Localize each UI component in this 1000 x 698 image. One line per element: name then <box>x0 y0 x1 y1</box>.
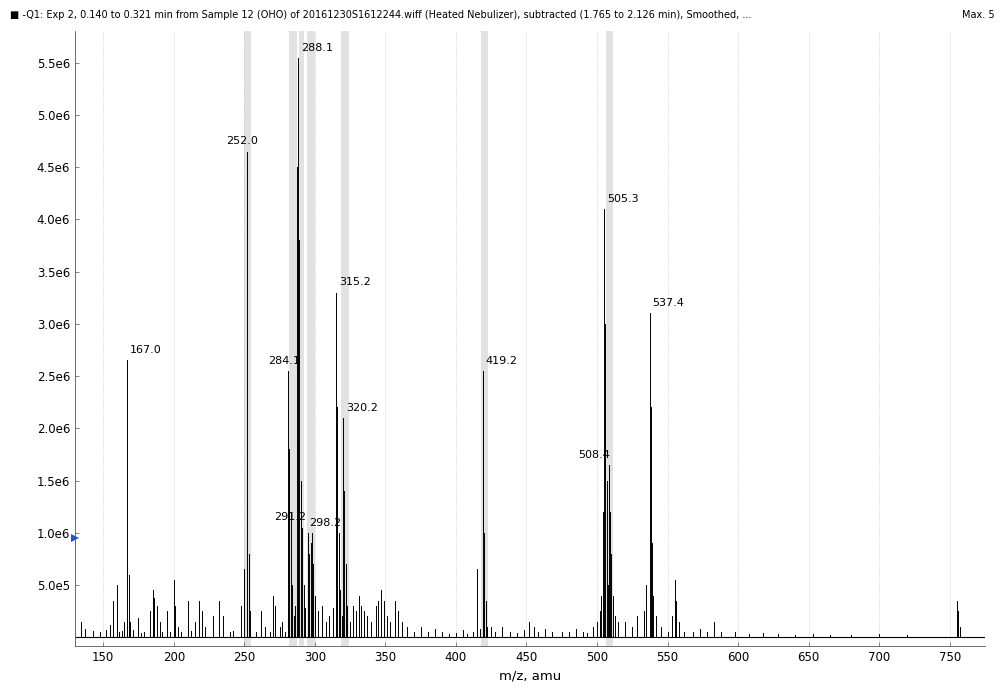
Text: 315.2: 315.2 <box>339 277 371 288</box>
Text: 537.4: 537.4 <box>653 298 684 309</box>
Text: 284.1: 284.1 <box>268 356 300 366</box>
Bar <box>299 31 304 646</box>
Bar <box>244 31 251 646</box>
Bar <box>341 31 349 646</box>
Bar <box>606 31 613 646</box>
Text: 419.2: 419.2 <box>486 356 518 366</box>
Text: Max. 5: Max. 5 <box>962 10 995 20</box>
X-axis label: m/z, amu: m/z, amu <box>499 669 561 682</box>
Bar <box>289 31 297 646</box>
Text: 167.0: 167.0 <box>130 346 162 355</box>
Text: 508.4: 508.4 <box>578 450 610 460</box>
Text: 291.2: 291.2 <box>274 512 306 522</box>
Text: 505.3: 505.3 <box>607 194 639 204</box>
Text: ■ -Q1: Exp 2, 0.140 to 0.321 min from Sample 12 (OHO) of 20161230S1612244.wiff (: ■ -Q1: Exp 2, 0.140 to 0.321 min from Sa… <box>10 10 751 20</box>
Text: 252.0: 252.0 <box>226 136 258 147</box>
Text: 288.1: 288.1 <box>301 43 333 53</box>
Bar <box>481 31 488 646</box>
Text: 298.2: 298.2 <box>309 518 341 528</box>
Text: 320.2: 320.2 <box>346 403 378 413</box>
Bar <box>307 31 315 646</box>
